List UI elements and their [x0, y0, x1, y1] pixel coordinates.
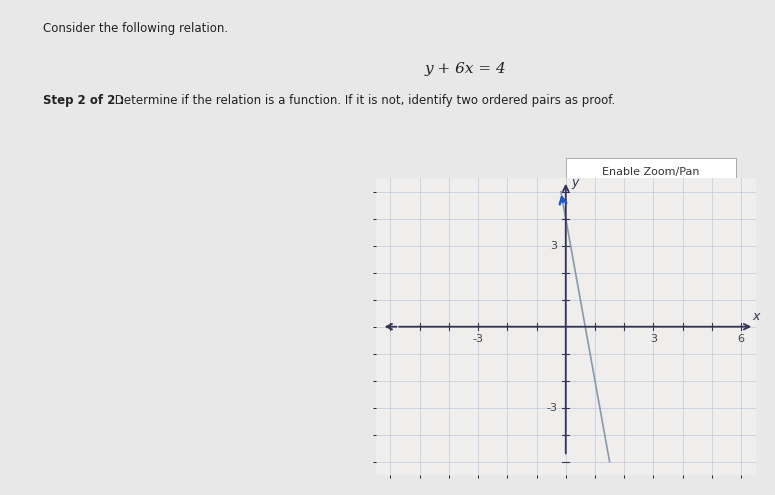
Text: Determine if the relation is a function. If it is not, identify two ordered pair: Determine if the relation is a function.…	[111, 94, 615, 107]
Text: y: y	[571, 176, 578, 189]
Text: -3: -3	[473, 334, 484, 344]
Text: 3: 3	[550, 241, 557, 250]
Text: 3: 3	[650, 334, 657, 344]
Text: Step 2 of 2 :: Step 2 of 2 :	[43, 94, 124, 107]
Text: -3: -3	[546, 403, 557, 413]
Text: y + 6x = 4: y + 6x = 4	[424, 62, 506, 76]
Text: x: x	[752, 310, 760, 323]
Text: Enable Zoom/Pan: Enable Zoom/Pan	[602, 167, 700, 177]
Text: Consider the following relation.: Consider the following relation.	[43, 22, 228, 35]
Text: 6: 6	[738, 334, 745, 344]
